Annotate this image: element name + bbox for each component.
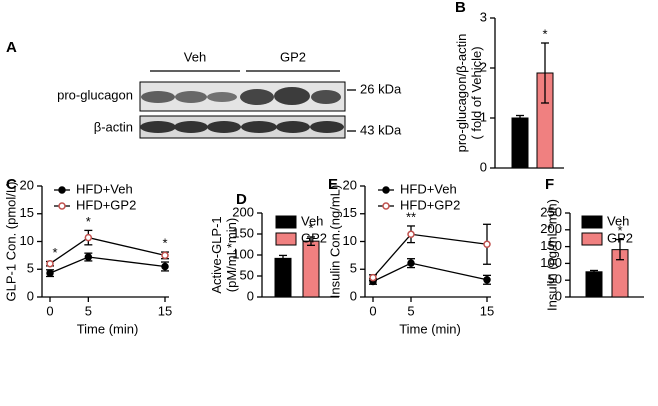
y-axis-title: pro-glucagon/β-actin [454, 34, 469, 153]
point [84, 233, 93, 242]
legend-swatch [275, 232, 297, 246]
panel-letter: F [545, 176, 554, 193]
y-tick-label: 3 [480, 9, 487, 24]
y-tick-label: 0 [480, 159, 487, 174]
x-tick-label: 5 [85, 303, 92, 318]
legend-label: HFD+Veh [76, 181, 133, 196]
point [46, 269, 54, 277]
series-line [49, 256, 166, 274]
bar [274, 257, 292, 298]
legend-label: Veh [607, 213, 629, 228]
point [84, 253, 93, 261]
series-line [372, 262, 488, 283]
annotation: * [86, 214, 91, 229]
x-axis-title: Time (min) [77, 321, 139, 336]
legend-label: GP2 [607, 230, 633, 245]
size-label: 26 kDa [360, 81, 402, 96]
point [369, 273, 377, 282]
y-tick-label: 5 [350, 261, 357, 276]
y-tick-label: 1 [480, 109, 487, 124]
panel-letter: B [455, 0, 466, 16]
y-tick-label: 5 [27, 261, 34, 276]
y-tick-label: 10 [20, 233, 34, 248]
bar [585, 271, 603, 298]
y-tick-label: 100 [232, 246, 254, 261]
panel-letter: E [328, 176, 338, 193]
y-tick-label: 200 [540, 221, 562, 236]
legend-marker [58, 186, 66, 194]
y-tick-label: 15 [20, 205, 34, 220]
series-line [372, 233, 488, 279]
y-tick-label: 50 [240, 267, 254, 282]
y-axis-title: Insulin (ng/mL*min) [544, 199, 559, 311]
y-tick-label: 0 [247, 288, 254, 303]
x-tick-label: 5 [407, 303, 414, 318]
point [161, 262, 169, 271]
panel-letter: C [6, 176, 17, 193]
y-tick-label: 2 [480, 59, 487, 74]
annotation: * [52, 245, 57, 260]
blot-panel: A Veh GP2 pro-glucagon β-actin 26 kDa 43… [6, 39, 402, 139]
annotation: * [542, 26, 547, 41]
annotation: ** [406, 209, 416, 224]
annotation: * [308, 220, 313, 235]
y-tick-label: 100 [540, 255, 562, 270]
bar [511, 117, 529, 169]
y-tick-label: 20 [343, 177, 357, 192]
y-tick-label: 200 [232, 204, 254, 219]
y-tick-label: 250 [540, 204, 562, 219]
panel-letter: A [6, 39, 17, 56]
group-label: GP2 [280, 49, 306, 64]
y-axis-title: (pM/mL*min) [224, 218, 239, 292]
x-axis-title: Time (min) [399, 321, 461, 336]
legend-marker [382, 202, 390, 210]
legend-label: Veh [301, 213, 323, 228]
annotation: * [617, 223, 622, 238]
y-axis-title: GLP-1 Con. (pmol/L) [3, 182, 18, 302]
x-tick-label: 0 [46, 303, 53, 318]
y-tick-label: 150 [540, 238, 562, 253]
x-tick-label: 15 [480, 303, 494, 318]
y-tick-label: 50 [548, 272, 562, 287]
y-tick-label: 15 [343, 205, 357, 220]
y-tick-label: 20 [20, 177, 34, 192]
y-tick-label: 10 [343, 233, 357, 248]
x-tick-label: 0 [369, 303, 376, 318]
y-tick-label: 0 [350, 288, 357, 303]
legend-swatch [275, 215, 297, 229]
bar [302, 240, 320, 298]
y-axis-title: ( fold of Vehicle) [469, 46, 484, 139]
row-label: pro-glucagon [57, 87, 133, 102]
point [483, 276, 491, 284]
x-tick-label: 15 [158, 303, 172, 318]
legend-label: HFD+GP2 [400, 197, 460, 212]
point [46, 259, 54, 268]
panel-letter: D [236, 191, 247, 208]
size-label: 43 kDa [360, 122, 402, 137]
y-axis-title: Active-GLP-1 [209, 216, 224, 293]
legend-swatch [581, 215, 603, 229]
y-axis-title: Insulin Con.(ng/mL) [327, 185, 342, 298]
legend-marker [58, 202, 66, 210]
row-label: β-actin [94, 119, 133, 134]
point [407, 230, 415, 239]
point [161, 251, 169, 260]
point [407, 259, 415, 267]
legend-marker [382, 186, 390, 194]
point [483, 240, 491, 249]
legend-label: HFD+GP2 [76, 197, 136, 212]
y-tick-label: 0 [27, 288, 34, 303]
annotation: * [162, 235, 167, 250]
group-label: Veh [184, 49, 206, 64]
y-tick-label: 150 [232, 225, 254, 240]
legend-label: GP2 [301, 230, 327, 245]
bands [140, 87, 344, 133]
legend-label: HFD+Veh [400, 181, 457, 196]
legend-swatch [581, 232, 603, 246]
y-tick-label: 0 [555, 288, 562, 303]
